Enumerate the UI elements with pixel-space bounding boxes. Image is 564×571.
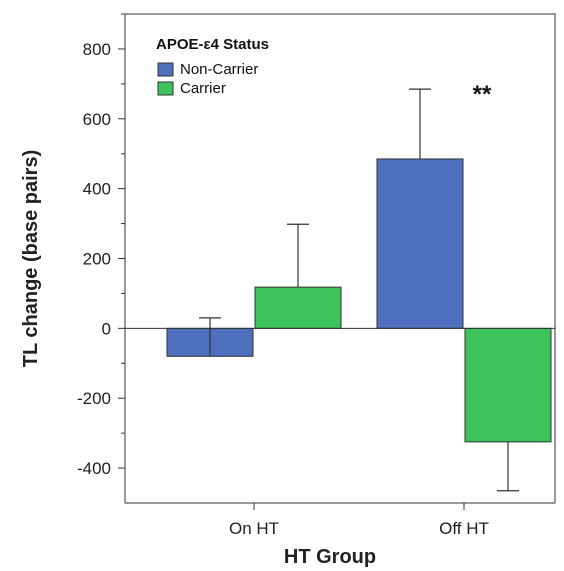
legend-swatch-0 [157,62,174,77]
legend: APOE-ε4 Status Non-Carrier Carrier [156,36,269,97]
y-axis-title: TL change (base pairs) [20,150,42,367]
y-axis: -400 -200 0 200 400 600 800 [77,13,125,478]
bar-carrier-0 [254,286,342,329]
bar-carrier-1 [464,327,552,443]
bar-non-carrier-1 [376,158,464,329]
y-tick-label-3: 200 [83,250,111,269]
annotations: ** [473,81,492,108]
plot-area: -400 -200 0 200 400 600 800 On HT Off HT ** [77,13,556,538]
legend-title: APOE-ε4 Status [156,36,269,53]
legend-label-1: Carrier [180,80,226,97]
y-tick-label-0: -400 [77,459,111,478]
legend-swatch-1 [157,81,174,96]
significance-annotation: ** [473,81,492,108]
x-axis: On HT Off HT [229,503,489,538]
y-tick-label-1: -200 [77,389,111,408]
y-tick-label-2: 0 [102,319,111,338]
y-tick-label-5: 600 [83,110,111,129]
x-tick-label-0: On HT [229,519,279,538]
x-tick-label-1: Off HT [439,519,489,538]
bars [166,158,552,443]
y-tick-label-6: 800 [83,40,111,59]
y-tick-label-4: 400 [83,180,111,199]
legend-label-0: Non-Carrier [180,61,258,78]
error-bars [199,88,519,492]
x-axis-title: HT Group [284,546,376,568]
